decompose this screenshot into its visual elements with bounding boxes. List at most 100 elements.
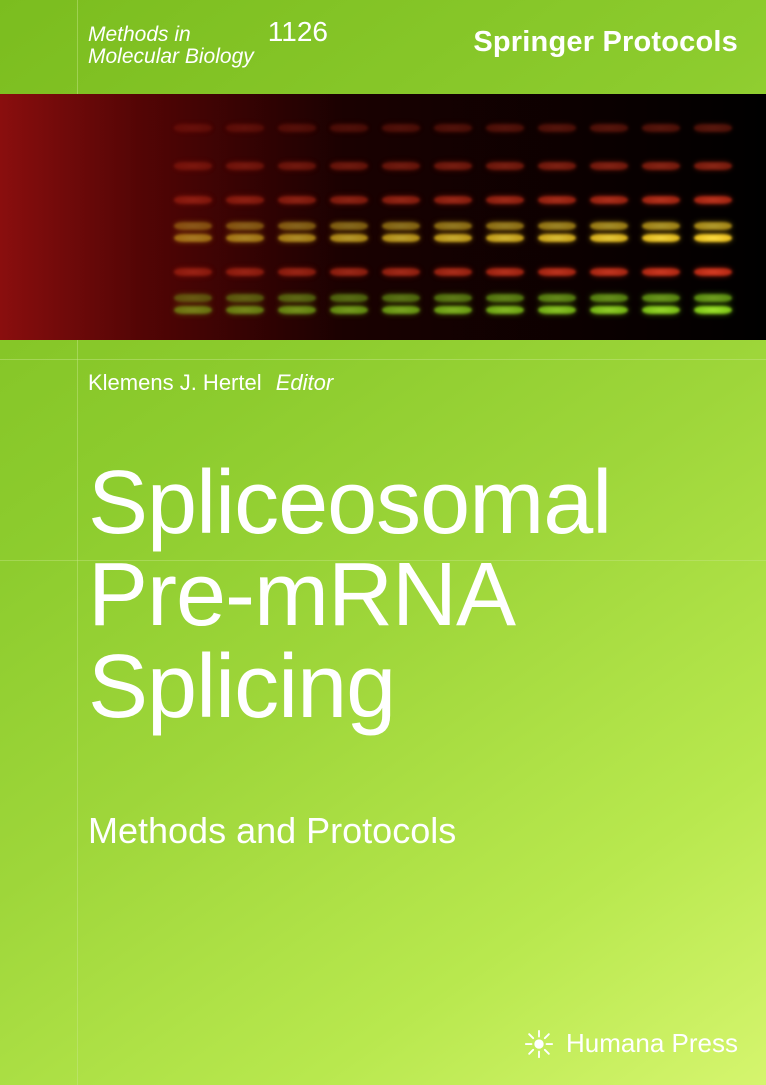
gel-band (330, 306, 368, 314)
gel-band (174, 306, 212, 314)
gel-cell (534, 220, 580, 250)
gel-band (434, 306, 472, 314)
gel-band (382, 222, 420, 230)
gel-cell (690, 256, 736, 286)
gel-band (174, 268, 212, 276)
gel-cell (482, 256, 528, 286)
gel-cell (170, 112, 216, 142)
gel-band (434, 124, 472, 132)
gel-band (226, 196, 264, 204)
gel-cell (274, 184, 320, 214)
editor-line: Klemens J. Hertel Editor (88, 370, 333, 396)
gel-band (330, 268, 368, 276)
cover-image-band (0, 94, 766, 340)
gel-cell (430, 148, 476, 178)
gel-band (226, 294, 264, 302)
gel-cell (690, 184, 736, 214)
gel-band (434, 294, 472, 302)
gel-cell (274, 112, 320, 142)
gel-band (382, 196, 420, 204)
gel-band (382, 124, 420, 132)
gel-band (694, 268, 732, 276)
gel-band (278, 234, 316, 242)
gel-cell (170, 148, 216, 178)
gel-band (486, 294, 524, 302)
gel-band (538, 306, 576, 314)
gel-band (642, 306, 680, 314)
gel-cell (222, 256, 268, 286)
gel-band (642, 124, 680, 132)
gel-band (486, 124, 524, 132)
gel-band (694, 196, 732, 204)
gel-band (590, 124, 628, 132)
title-line2: Pre-mRNA (88, 550, 611, 642)
gel-cell (222, 292, 268, 322)
gel-cell (586, 184, 632, 214)
book-subtitle: Methods and Protocols (88, 810, 456, 852)
gel-band (278, 124, 316, 132)
gel-cell (378, 184, 424, 214)
gel-band (278, 306, 316, 314)
gel-cell (586, 148, 632, 178)
series-line1: Methods in (88, 23, 191, 46)
gel-band (278, 222, 316, 230)
gel-band (694, 124, 732, 132)
gel-cell (222, 112, 268, 142)
gel-band (538, 234, 576, 242)
gel-cell (534, 292, 580, 322)
gel-band (278, 268, 316, 276)
series-number: 1126 (268, 16, 328, 48)
gel-cell (638, 292, 684, 322)
gel-band (590, 162, 628, 170)
publisher-icon (524, 1029, 554, 1059)
gel-band (382, 294, 420, 302)
gel-cell (534, 256, 580, 286)
gel-cell (430, 184, 476, 214)
gel-band (278, 196, 316, 204)
gel-cell (690, 220, 736, 250)
gel-band (694, 306, 732, 314)
gel-band (174, 294, 212, 302)
gel-cell (274, 256, 320, 286)
gel-band (486, 268, 524, 276)
publisher-name: Humana Press (566, 1028, 738, 1059)
gel-band (486, 196, 524, 204)
gel-band (278, 294, 316, 302)
gel-band (434, 222, 472, 230)
gel-band (590, 306, 628, 314)
gel-band (226, 162, 264, 170)
gel-band (226, 268, 264, 276)
gel-band (642, 222, 680, 230)
gel-band (278, 162, 316, 170)
gel-cell (274, 220, 320, 250)
gel-cell (690, 112, 736, 142)
gel-band (538, 196, 576, 204)
gel-cell (482, 112, 528, 142)
gel-band (694, 222, 732, 230)
editor-name: Klemens J. Hertel (88, 370, 262, 395)
gel-cell (430, 220, 476, 250)
brand-label: Springer Protocols (473, 26, 738, 59)
gel-band (642, 268, 680, 276)
gel-band (694, 234, 732, 242)
gel-band (538, 222, 576, 230)
gel-band (590, 222, 628, 230)
gel-cell (638, 184, 684, 214)
gel-band (486, 222, 524, 230)
gel-band (434, 234, 472, 242)
gel-cell (534, 148, 580, 178)
gel-band (330, 162, 368, 170)
gel-band (486, 306, 524, 314)
gel-cell (378, 292, 424, 322)
gel-cell (222, 148, 268, 178)
gel-cell (534, 184, 580, 214)
series-name: Methods in Molecular Biology (88, 24, 254, 68)
gel-band (330, 222, 368, 230)
gel-band (382, 306, 420, 314)
gel-image (170, 112, 736, 322)
book-cover: Methods in Molecular Biology 1126 Spring… (0, 0, 766, 1085)
gel-cell (482, 148, 528, 178)
gel-cell (586, 256, 632, 286)
gel-band (486, 234, 524, 242)
book-title: Spliceosomal Pre-mRNA Splicing (88, 458, 611, 733)
